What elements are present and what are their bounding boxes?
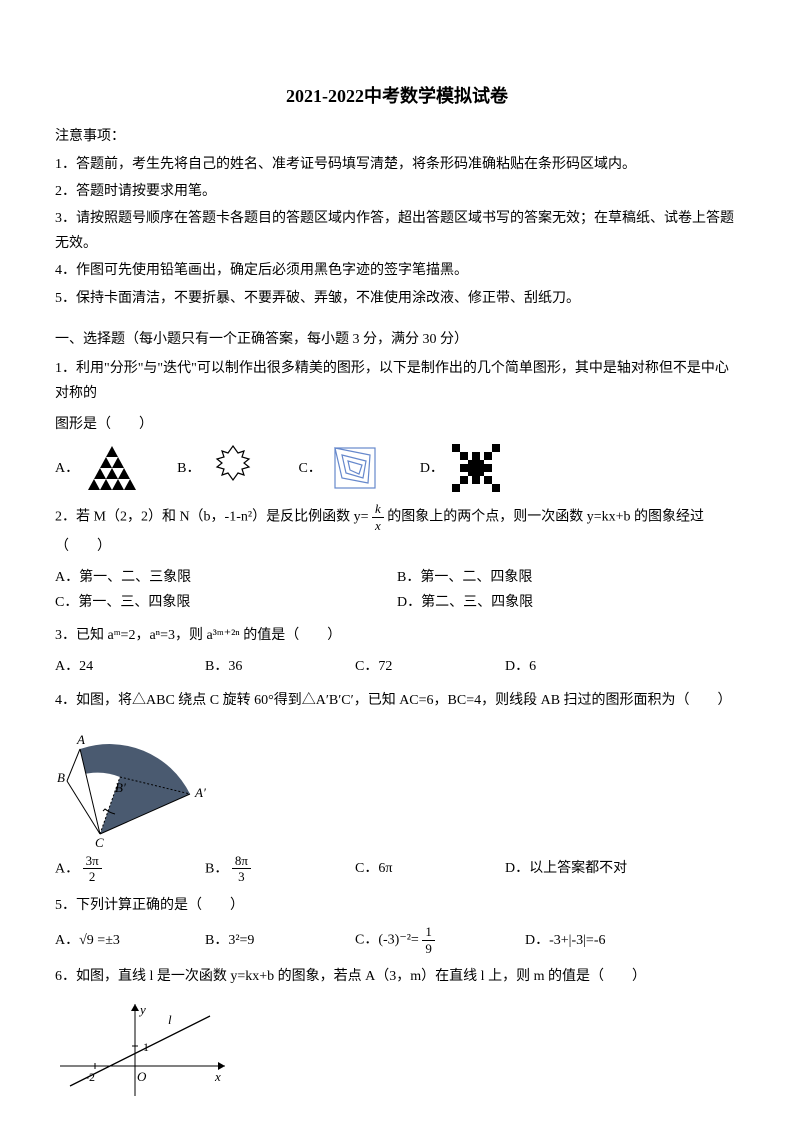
notice-item-3: 3．请按照题号顺序在答题卡各题目的答题区域内作答，超出答题区域书写的答案无效；在… (55, 206, 739, 256)
q1-opt-b-label: B． (177, 456, 200, 481)
q4-opt-a-den: 2 (83, 869, 102, 885)
q5-opt-c-pre: C．(-3)⁻²= (355, 932, 422, 947)
q1-text2: 图形是（ ） (55, 412, 739, 437)
q1-option-a: A． (55, 446, 137, 490)
q5-option-a: A．√9 =±3 (55, 928, 205, 953)
q4-opt-b-den: 3 (232, 869, 251, 885)
q3-options: A．24 B．36 C．72 D．6 (55, 654, 739, 679)
q5-opt-c-frac: 1 9 (422, 924, 435, 956)
q3-option-a: A．24 (55, 654, 205, 679)
notice-item-2: 2．答题时请按要求用笔。 (55, 179, 739, 204)
q5-option-c: C．(-3)⁻²= 1 9 (355, 924, 525, 956)
notice-item-5: 5．保持卡面清洁，不要折暴、不要弄破、弄皱，不准使用涂改液、修正带、刮纸刀。 (55, 286, 739, 311)
q2-option-b: B．第一、二、四象限 (397, 565, 739, 590)
q4-figure: A B B′ A′ C (55, 719, 739, 849)
q3-option-c: C．72 (355, 654, 505, 679)
q2-options-row1: A．第一、二、三象限 B．第一、二、四象限 (55, 565, 739, 590)
notice-item-1: 1．答题前，考生先将自己的姓名、准考证号码填写清楚，将条形码准确粘贴在条形码区域… (55, 152, 739, 177)
svg-text:1: 1 (143, 1040, 149, 1054)
question-6: 6．如图，直线 l 是一次函数 y=kx+b 的图象，若点 A（3，m）在直线 … (55, 964, 739, 989)
koch-snowflake-icon (208, 443, 258, 493)
svg-text:A′: A′ (194, 785, 206, 800)
q1-option-d: D． (420, 444, 500, 492)
q4-opt-b-label: B． (205, 861, 228, 876)
q1-opt-c-label: C． (298, 456, 321, 481)
rotation-sector-figure: A B B′ A′ C (55, 719, 215, 849)
q5-opt-c-den: 9 (422, 941, 435, 957)
cross-pattern-icon (452, 444, 500, 492)
q1-options: A． B． C． D． (55, 443, 739, 493)
q4-options: A． 3π 2 B． 8π 3 C．6π D．以上答案都不对 (55, 853, 739, 885)
q2-option-c: C．第一、三、四象限 (55, 590, 397, 615)
page-title: 2021-2022中考数学模拟试卷 (55, 80, 739, 112)
q4-opt-b-num: 8π (232, 853, 251, 870)
q3-option-b: B．36 (205, 654, 355, 679)
q2-option-a: A．第一、二、三象限 (55, 565, 397, 590)
q2-text-pre: 2．若 M（2，2）和 N（b，-1-n²）是反比例函数 y= (55, 510, 372, 525)
svg-text:B′: B′ (115, 780, 126, 795)
q3-option-d: D．6 (505, 654, 655, 679)
svg-text:B: B (57, 770, 65, 785)
section-1-header: 一、选择题（每小题只有一个正确答案，每小题 3 分，满分 30 分） (55, 327, 739, 352)
svg-text:-2: -2 (85, 1070, 95, 1084)
q4-opt-a-num: 3π (83, 853, 102, 870)
svg-text:A: A (76, 732, 85, 747)
q1-option-b: B． (177, 443, 258, 493)
question-3: 3．已知 aᵐ=2，aⁿ=3，则 a³ᵐ⁺²ⁿ 的值是（ ） (55, 623, 739, 648)
notice-item-4: 4．作图可先使用铅笔画出，确定后必须用黑色字迹的签字笔描黑。 (55, 258, 739, 283)
q4-option-a: A． 3π 2 (55, 853, 205, 885)
q5-option-b: B．3²=9 (205, 928, 355, 953)
svg-text:l: l (168, 1012, 172, 1027)
question-5: 5．下列计算正确的是（ ） (55, 893, 739, 918)
q5-option-d: D．-3+|-3|=-6 (525, 928, 606, 953)
q1-opt-a-label: A． (55, 456, 79, 481)
linear-graph-figure: y x l O 1 -2 (55, 996, 235, 1106)
q4-option-c: C．6π (355, 856, 505, 881)
q5-opt-c-num: 1 (422, 924, 435, 941)
q6-figure: y x l O 1 -2 (55, 996, 739, 1106)
question-1: 1．利用"分形"与"迭代"可以制作出很多精美的图形，以下是制作出的几个简单图形，… (55, 356, 739, 406)
q2-option-d: D．第二、三、四象限 (397, 590, 739, 615)
svg-text:C: C (95, 835, 104, 849)
spiral-square-icon (330, 443, 380, 493)
q2-options-row2: C．第一、三、四象限 D．第二、三、四象限 (55, 590, 739, 615)
q4-opt-a-label: A． (55, 861, 79, 876)
q1-opt-d-label: D． (420, 456, 444, 481)
svg-text:y: y (138, 1002, 146, 1017)
svg-text:O: O (137, 1069, 147, 1084)
q4-opt-a-frac: 3π 2 (83, 853, 102, 885)
q1-option-c: C． (298, 443, 379, 493)
q1-text1: 1．利用"分形"与"迭代"可以制作出很多精美的图形，以下是制作出的几个简单图形，… (55, 361, 729, 401)
svg-text:x: x (214, 1069, 221, 1084)
q2-fraction: k x (372, 501, 384, 533)
sierpinski-icon (87, 446, 137, 490)
q4-option-d: D．以上答案都不对 (505, 856, 627, 881)
q4-option-b: B． 8π 3 (205, 853, 355, 885)
q2-frac-den: x (372, 518, 384, 534)
q5-options: A．√9 =±3 B．3²=9 C．(-3)⁻²= 1 9 D．-3+|-3|=… (55, 924, 739, 956)
q2-frac-num: k (372, 501, 384, 518)
notice-header: 注意事项： (55, 124, 739, 149)
q4-opt-b-frac: 8π 3 (232, 853, 251, 885)
question-4: 4．如图，将△ABC 绕点 C 旋转 60°得到△A′B′C′，已知 AC=6，… (55, 688, 739, 713)
question-2: 2．若 M（2，2）和 N（b，-1-n²）是反比例函数 y= k x 的图象上… (55, 501, 739, 558)
